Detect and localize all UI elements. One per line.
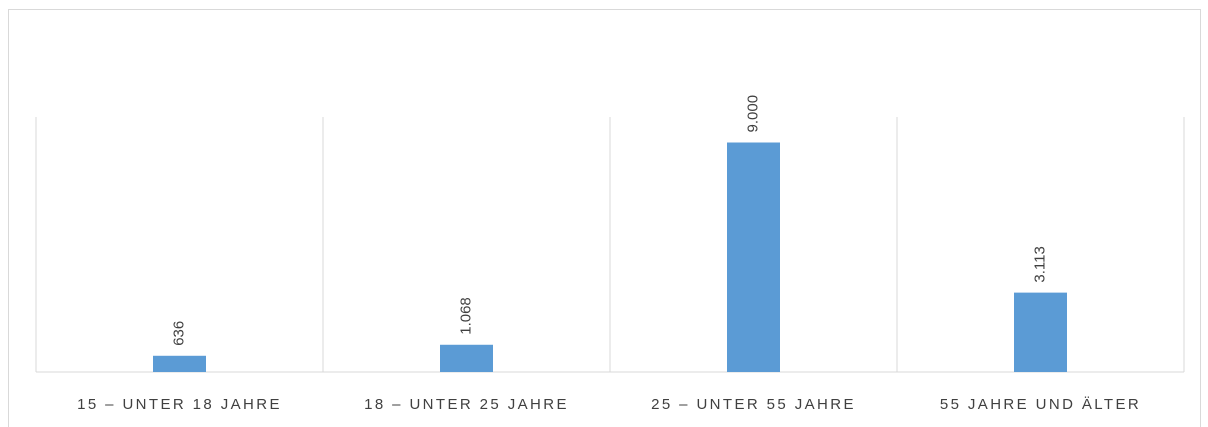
bar (727, 142, 780, 372)
chart-border (8, 9, 1201, 427)
x-tick-label: 15 – UNTER 18 JAHRE (77, 396, 282, 413)
x-tick-label: 55 JAHRE UND ÄLTER (940, 396, 1141, 413)
bar (440, 344, 493, 372)
bar (1014, 292, 1067, 372)
data-label: 1.068 (457, 297, 474, 335)
x-tick-label: 25 – UNTER 55 JAHRE (651, 396, 856, 413)
data-label: 636 (170, 321, 187, 346)
data-label: 9.000 (744, 95, 761, 133)
bar (153, 355, 206, 372)
data-label: 3.113 (1031, 246, 1048, 282)
x-tick-label: 18 – UNTER 25 JAHRE (364, 396, 569, 413)
